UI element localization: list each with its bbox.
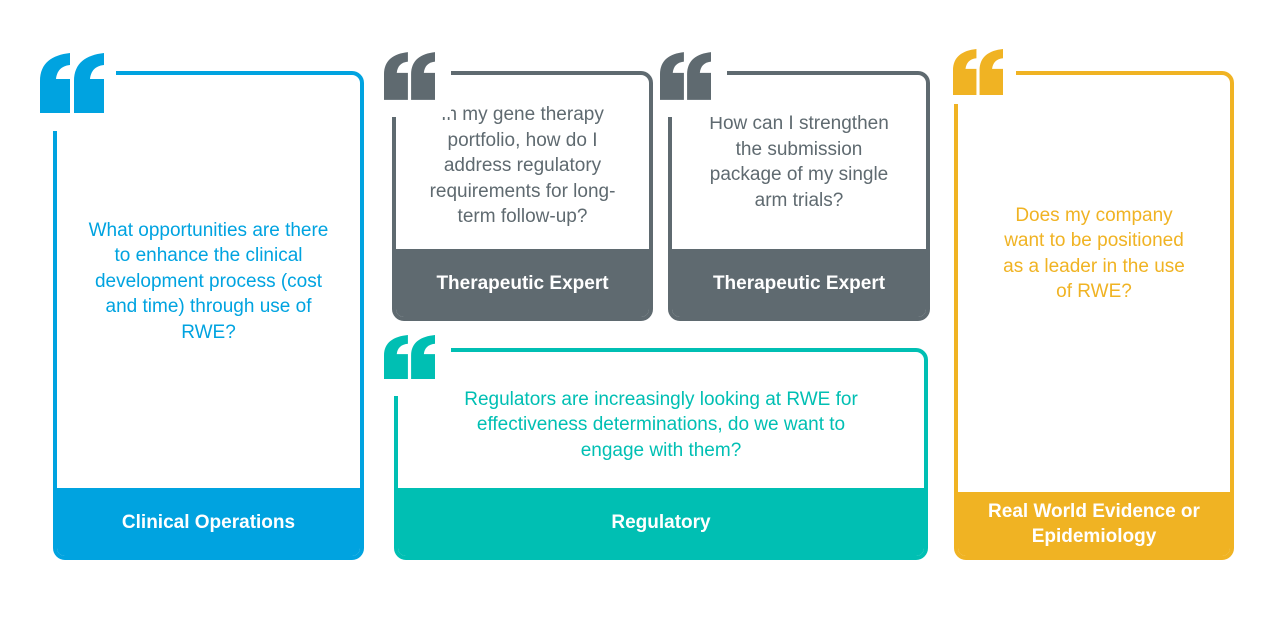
card-role: Therapeutic Expert — [672, 249, 926, 317]
card-clinical-operations: What opportunities are there to enhance … — [53, 71, 364, 560]
quote-icon — [384, 335, 435, 379]
card-role: Therapeutic Expert — [396, 249, 649, 317]
card-real-world-evidence: Does my company want to be positioned as… — [954, 71, 1234, 560]
card-role: Regulatory — [398, 488, 924, 556]
quote-icon — [384, 52, 435, 100]
card-question: Regulators are increasingly looking at R… — [464, 388, 858, 461]
quote-icon — [660, 52, 711, 100]
quote-icon — [40, 53, 104, 113]
card-question: What opportunities are there to enhance … — [88, 219, 329, 343]
card-question: Does my company want to be positioned as… — [1003, 204, 1185, 303]
quote-icon — [953, 49, 1003, 95]
card-question: How can I strengthen the submission pack… — [709, 113, 889, 211]
card-therapeutic-expert-1: In my gene therapy portfolio, how do I a… — [392, 71, 653, 321]
card-question: In my gene therapy portfolio, how do I a… — [429, 104, 616, 228]
card-regulatory: Regulators are increasingly looking at R… — [394, 348, 928, 560]
card-therapeutic-expert-2: How can I strengthen the submission pack… — [668, 71, 930, 321]
card-role: Real World Evidence or Epidemiology — [958, 492, 1230, 556]
card-role: Clinical Operations — [57, 488, 360, 556]
